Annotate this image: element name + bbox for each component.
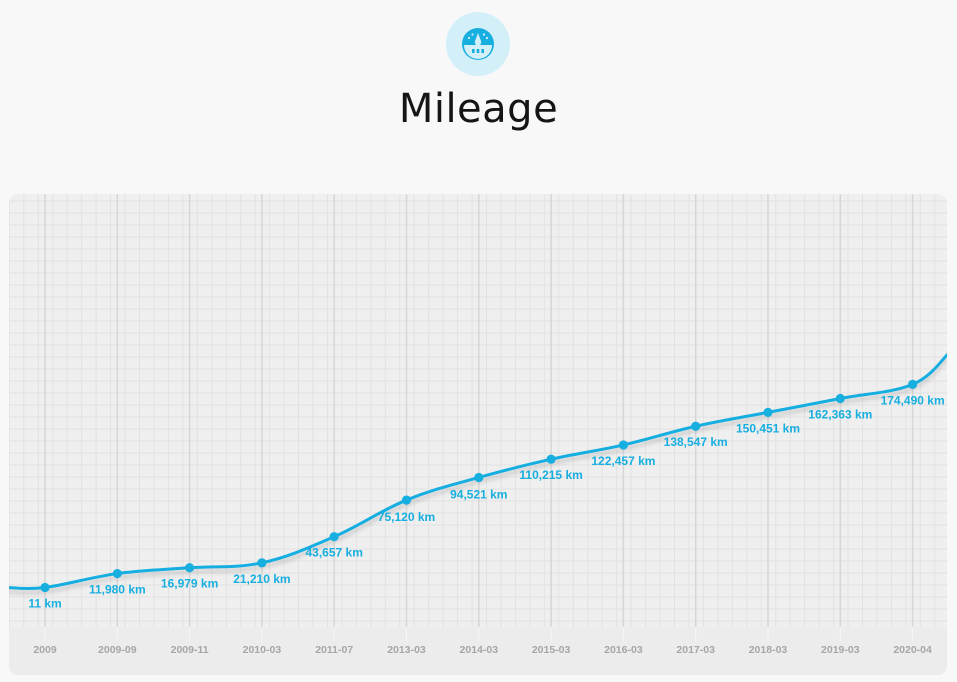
x-axis-label: 2019-03 [821,644,860,656]
x-axis-label: 2018-03 [749,644,788,656]
data-point[interactable] [112,568,122,579]
data-label: 43,657 km [306,546,363,560]
data-label: 16,979 km [161,577,218,591]
x-axis-labels: 2009 2009-09 2009-11 2010-03 2011-07 2013-03 2… [33,644,932,656]
data-labels: 11 km 11,980 km 16,979 km 21,210 km 43,657 k… [28,393,944,610]
x-axis-label: 2010-03 [243,644,282,656]
data-point[interactable] [691,421,701,431]
data-point[interactable] [546,454,556,464]
mileage-chart: 11 km 11,980 km 16,979 km 21,210 km 43,657 k… [9,194,947,675]
x-axis-band [9,627,947,675]
data-point[interactable] [618,440,629,450]
x-axis-label: 2016-03 [604,644,643,656]
x-axis-label: 2011-07 [315,644,353,656]
x-axis-label: 2017-03 [676,644,715,656]
data-label: 162,363 km [808,408,872,422]
data-point[interactable] [257,558,267,568]
data-points [40,379,918,593]
data-label: 174,490 km [881,393,945,407]
data-label: 94,521 km [450,487,507,501]
data-label: 150,451 km [736,421,800,435]
x-axis-label: 2013-03 [387,644,426,656]
data-label: 11,980 km [89,583,146,597]
x-axis-label: 2014-03 [460,644,499,656]
page-title: Mileage [398,86,559,132]
x-axis-label: 2009 [33,644,57,656]
data-point[interactable] [835,393,845,404]
data-point[interactable] [401,495,412,505]
grid-lines [9,194,947,627]
data-label: 75,120 km [378,510,435,524]
speedometer-icon [462,28,494,60]
data-point[interactable] [185,563,195,573]
x-axis-label: 2020-04 [893,644,932,656]
data-point[interactable] [40,582,50,593]
x-axis-label: 2009-11 [171,644,209,656]
data-label: 122,457 km [591,454,655,468]
data-label: 11 km [28,596,61,610]
data-point[interactable] [474,472,484,483]
x-axis-label: 2015-03 [532,644,571,656]
speedometer-icon-badge [446,12,510,76]
data-point[interactable] [763,407,773,417]
x-axis-ticks [44,627,914,641]
x-axis-label: 2009-09 [98,644,137,656]
line-chart: 11 km 11,980 km 16,979 km 21,210 km 43,657 k… [9,194,947,675]
data-point[interactable] [908,379,918,389]
data-label: 110,215 km [519,468,582,482]
data-label: 21,210 km [233,572,290,586]
data-point[interactable] [329,532,339,542]
data-label: 138,547 km [664,435,728,449]
mileage-line [9,352,947,591]
